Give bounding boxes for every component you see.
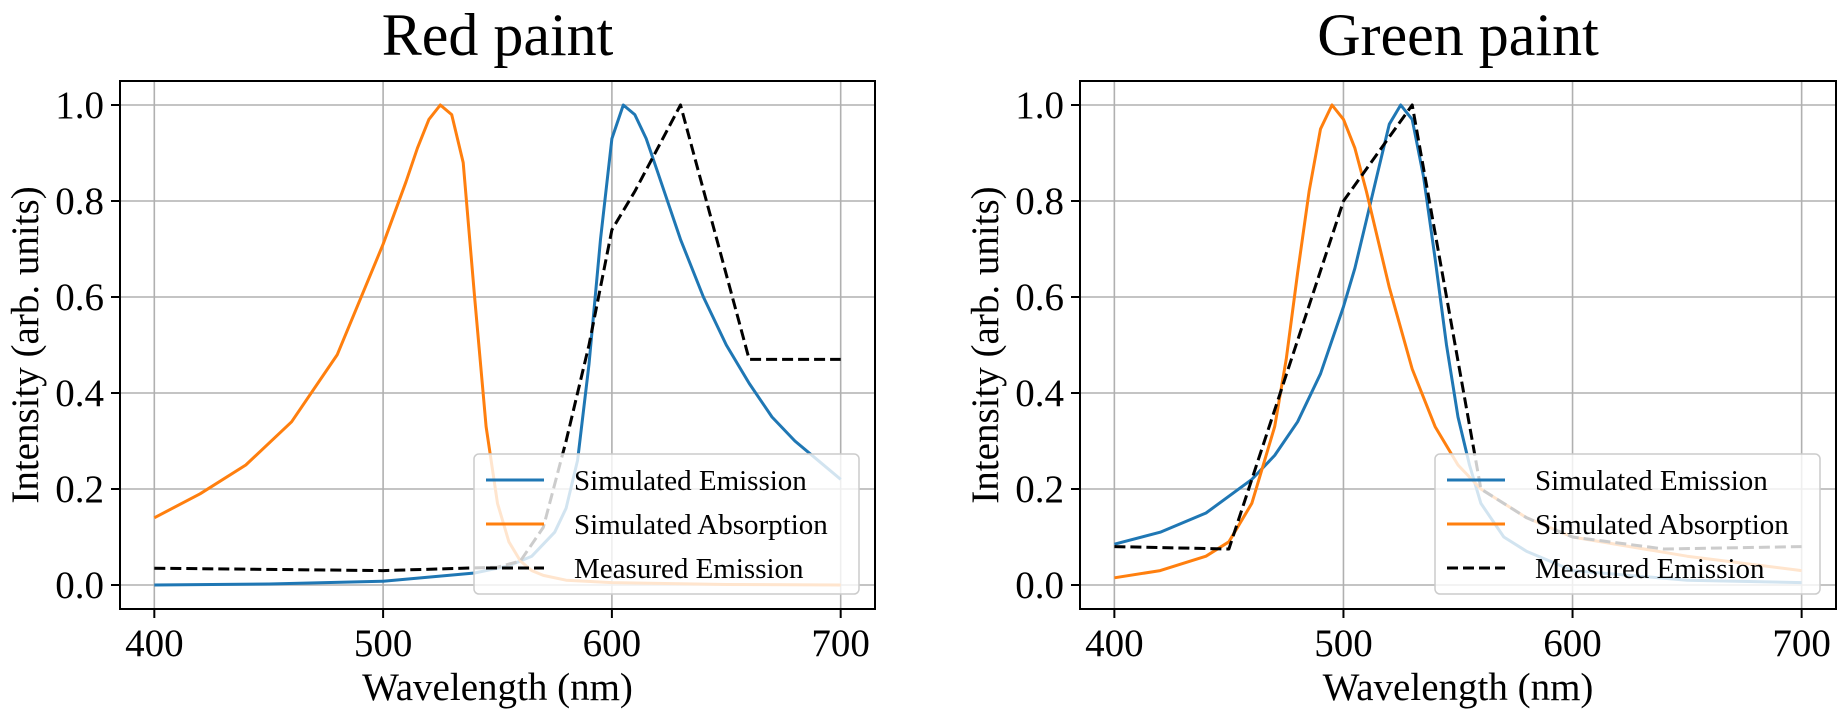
y-axis-label: Intensity (arb. units) [4, 186, 47, 503]
x-tick-label: 700 [811, 622, 870, 665]
x-tick-label: 400 [1085, 622, 1144, 665]
y-axis-label: Intensity (arb. units) [964, 186, 1007, 503]
x-tick-label: 700 [1772, 622, 1831, 665]
y-tick-label: 0.6 [55, 276, 104, 319]
legend: Simulated Emission Simulated Absorption Me… [1434, 453, 1821, 595]
legend-entry-label: Simulated Absorption [1535, 509, 1789, 541]
legend-frame [473, 453, 860, 595]
y-tick-label: 0.2 [1015, 468, 1064, 511]
y-tick-label: 1.0 [1015, 84, 1064, 127]
x-tick-label: 500 [1314, 622, 1373, 665]
x-tick-label: 600 [583, 622, 642, 665]
y-tick-label: 0.0 [55, 564, 104, 607]
legend-entry-label: Measured Emission [1535, 553, 1765, 585]
y-tick-label: 0.8 [1015, 180, 1064, 223]
y-tick-label: 0.0 [1015, 564, 1064, 607]
legend-entry-label: Measured Emission [574, 553, 804, 585]
y-tick-label: 0.2 [55, 468, 104, 511]
legend: Simulated Emission Simulated Absorption Me… [473, 453, 860, 595]
x-tick-label: 500 [354, 622, 413, 665]
x-axis-label: Wavelength (nm) [362, 666, 633, 709]
legend-entry-label: Simulated Emission [1535, 465, 1768, 497]
y-tick-label: 0.4 [55, 372, 104, 415]
x-tick-label: 400 [125, 622, 184, 665]
y-tick-label: 0.6 [1015, 276, 1064, 319]
x-tick-label: 600 [1543, 622, 1602, 665]
y-tick-label: 1.0 [55, 84, 104, 127]
chart-red-paint: 400 500 600 700 0.0 0.2 0.4 0.6 0.8 1.0 Red paint W… [4, 2, 876, 709]
y-tick-label: 0.4 [1015, 372, 1064, 415]
x-axis-label: Wavelength (nm) [1323, 666, 1594, 709]
legend-entry-label: Simulated Emission [574, 465, 807, 497]
chart-title: Red paint [382, 2, 614, 68]
legend-frame [1434, 453, 1821, 595]
chart-green-paint: 400 500 600 700 0.0 0.2 0.4 0.6 0.8 1.0 Green pain… [964, 2, 1837, 709]
plot-frame [119, 80, 876, 610]
legend-entry-label: Simulated Absorption [574, 509, 828, 541]
chart-title: Green paint [1317, 2, 1599, 68]
plot-frame [1079, 80, 1837, 610]
y-tick-label: 0.8 [55, 180, 104, 223]
